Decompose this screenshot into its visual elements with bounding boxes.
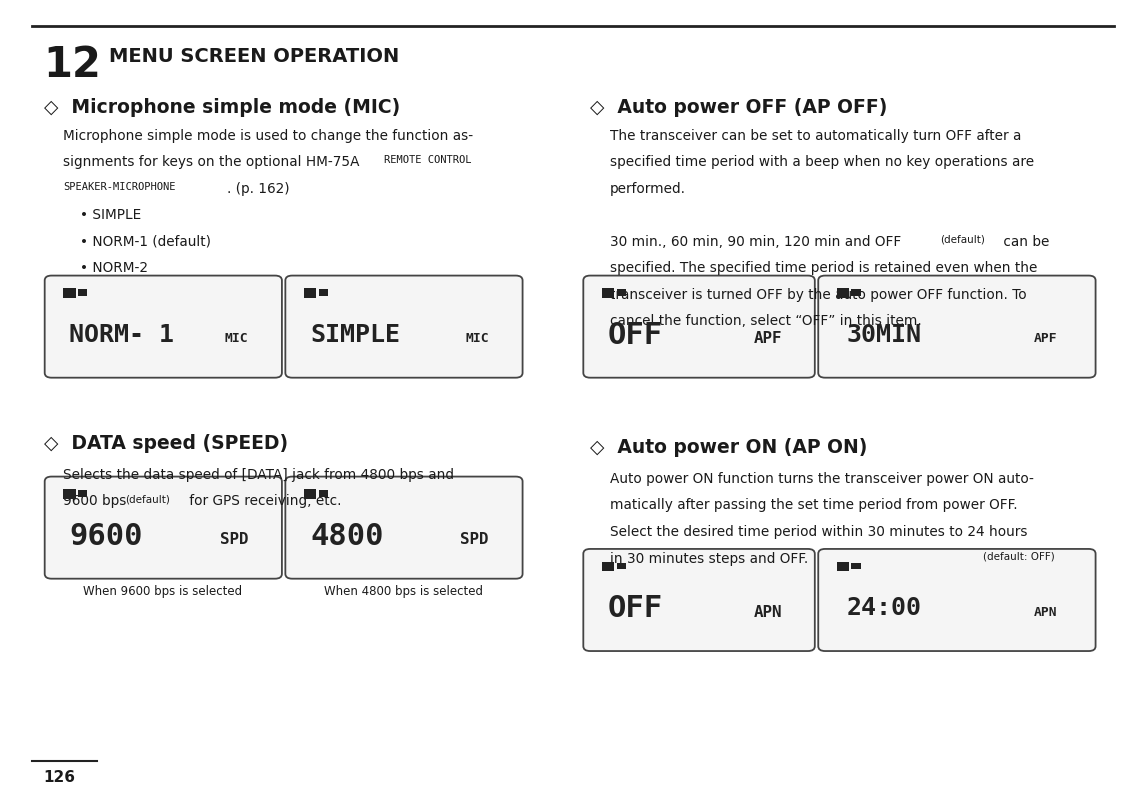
Text: ◇  Auto power OFF (AP OFF): ◇ Auto power OFF (AP OFF) (590, 98, 887, 117)
Bar (617, 563, 626, 569)
Text: • SIMPLE: • SIMPLE (80, 208, 141, 222)
Text: performed.: performed. (610, 181, 685, 195)
Text: ◇  Microphone simple mode (MIC): ◇ Microphone simple mode (MIC) (44, 98, 400, 117)
Text: ◇  DATA speed (SPEED): ◇ DATA speed (SPEED) (44, 434, 288, 453)
Text: 24:00: 24:00 (846, 596, 921, 620)
FancyBboxPatch shape (285, 477, 523, 579)
Text: NORM- 1: NORM- 1 (70, 323, 174, 347)
Bar (63, 490, 76, 499)
Text: 9600 bps: 9600 bps (63, 494, 131, 507)
Text: SIMPLE: SIMPLE (311, 323, 400, 347)
Text: specified. The specified time period is retained even when the: specified. The specified time period is … (610, 261, 1037, 275)
Bar (837, 289, 849, 299)
Text: (default): (default) (125, 494, 170, 503)
FancyBboxPatch shape (583, 549, 815, 651)
Text: OFF: OFF (607, 593, 662, 622)
Text: 12: 12 (44, 44, 102, 86)
Bar (617, 290, 626, 296)
Text: • NORM-1 (default): • NORM-1 (default) (80, 234, 211, 248)
Text: SPD: SPD (220, 532, 249, 547)
Text: MIC: MIC (225, 332, 249, 344)
Text: for GPS receiving, etc.: for GPS receiving, etc. (185, 494, 342, 507)
Text: OFF: OFF (607, 320, 662, 349)
Bar (304, 289, 316, 299)
Text: signments for keys on the optional HM-75A: signments for keys on the optional HM-75… (63, 155, 364, 169)
Text: APN: APN (753, 604, 782, 619)
Text: transceiver is turned OFF by the auto power OFF function. To: transceiver is turned OFF by the auto po… (610, 287, 1027, 301)
Bar (851, 290, 861, 296)
Bar (304, 490, 316, 499)
Text: MENU SCREEN OPERATION: MENU SCREEN OPERATION (109, 47, 399, 66)
Text: SPEAKER-MICROPHONE: SPEAKER-MICROPHONE (63, 181, 175, 191)
Text: Select the desired time period within 30 minutes to 24 hours: Select the desired time period within 30… (610, 524, 1027, 538)
Text: SPD: SPD (461, 532, 489, 547)
Text: APN: APN (1034, 605, 1057, 618)
Bar (602, 289, 614, 299)
Text: in 30 minutes steps and OFF.: in 30 minutes steps and OFF. (610, 551, 808, 565)
Bar (63, 289, 76, 299)
Bar (602, 562, 614, 572)
FancyBboxPatch shape (45, 477, 282, 579)
Bar (78, 290, 87, 296)
Text: can be: can be (999, 234, 1050, 248)
Text: . (p. 162): . (p. 162) (227, 181, 290, 195)
Text: (default): (default) (940, 234, 984, 244)
Bar (319, 290, 328, 296)
Text: Microphone simple mode is used to change the function as-: Microphone simple mode is used to change… (63, 128, 473, 142)
Text: 30 min., 60 min, 90 min, 120 min and OFF: 30 min., 60 min, 90 min, 120 min and OFF (610, 234, 905, 248)
Bar (319, 491, 328, 497)
Bar (851, 563, 861, 569)
Text: The transceiver can be set to automatically turn OFF after a: The transceiver can be set to automatica… (610, 128, 1021, 142)
Text: Selects the data speed of [DATA] jack from 4800 bps and: Selects the data speed of [DATA] jack fr… (63, 467, 454, 481)
Text: 126: 126 (44, 769, 76, 785)
FancyBboxPatch shape (818, 549, 1096, 651)
FancyBboxPatch shape (285, 276, 523, 378)
Text: When 9600 bps is selected: When 9600 bps is selected (84, 585, 242, 597)
Text: matically after passing the set time period from power OFF.: matically after passing the set time per… (610, 498, 1018, 512)
Text: APF: APF (1034, 332, 1057, 344)
FancyBboxPatch shape (818, 276, 1096, 378)
Text: • NORM-2: • NORM-2 (80, 261, 148, 275)
Bar (837, 562, 849, 572)
Text: ◇  Auto power ON (AP ON): ◇ Auto power ON (AP ON) (590, 438, 868, 457)
Text: REMOTE CONTROL: REMOTE CONTROL (384, 155, 471, 165)
FancyBboxPatch shape (583, 276, 815, 378)
Text: MIC: MIC (465, 332, 489, 344)
Bar (78, 491, 87, 497)
FancyBboxPatch shape (45, 276, 282, 378)
Text: specified time period with a beep when no key operations are: specified time period with a beep when n… (610, 155, 1034, 169)
Text: (default: OFF): (default: OFF) (983, 551, 1055, 560)
Text: cancel the function, select “OFF” in this item.: cancel the function, select “OFF” in thi… (610, 314, 921, 328)
Text: Auto power ON function turns the transceiver power ON auto-: Auto power ON function turns the transce… (610, 471, 1034, 485)
Text: 9600: 9600 (70, 521, 143, 550)
Text: APF: APF (753, 331, 782, 346)
Text: When 4800 bps is selected: When 4800 bps is selected (324, 585, 482, 597)
Text: 30MIN: 30MIN (846, 323, 921, 347)
Text: 4800: 4800 (311, 521, 384, 550)
